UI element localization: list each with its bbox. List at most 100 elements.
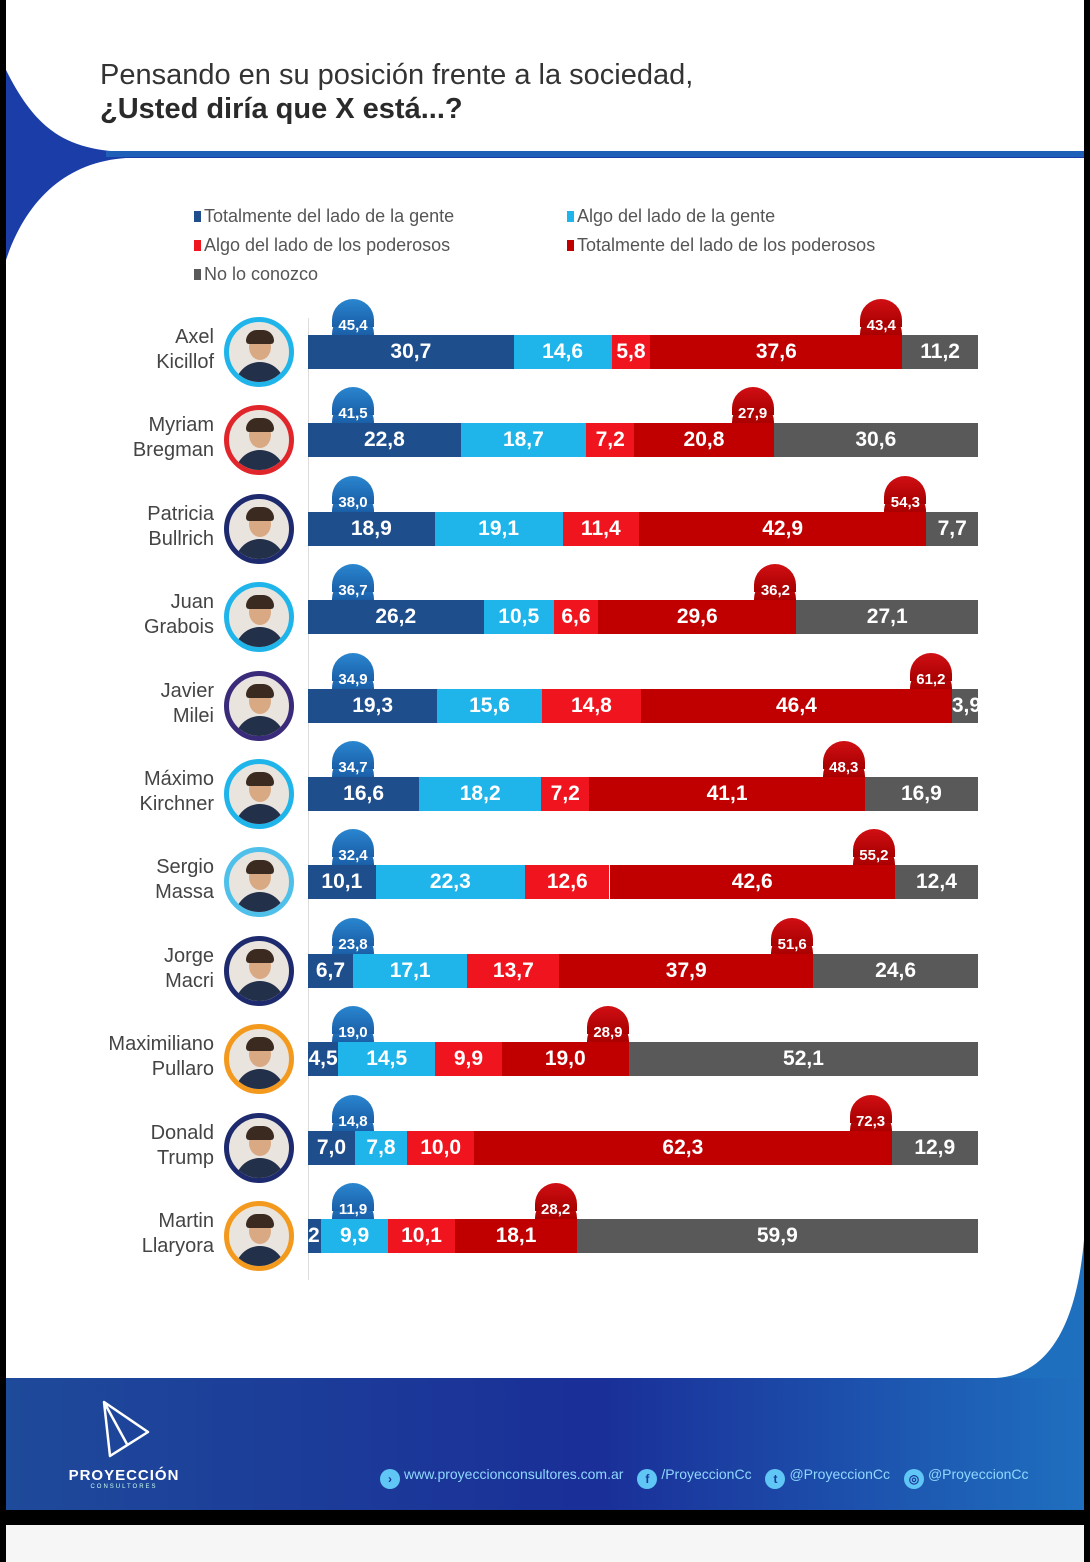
title-line-2: ¿Usted diría que X está...? [100, 93, 463, 125]
poderosos-total-label: 55,2 [852, 829, 895, 866]
poderosos-total-label: 72,3 [849, 1094, 892, 1131]
bar-segment: 5,8 [611, 335, 651, 369]
gente-total-label: 11,9 [332, 1183, 374, 1219]
facebook-text: /ProyeccionCc [661, 1466, 752, 1482]
below-area [6, 1525, 1084, 1562]
candidate-row: Sergio Massa 10,1 22,3 12,6 42,6 12,4 32,4 55,2 [6, 829, 1084, 927]
stacked-bar: 7,0 7,8 10,0 62,3 12,9 14,8 72,3 [308, 1094, 978, 1165]
bar-segment: 3,9 [951, 688, 981, 723]
candidate-name: Jorge Macri [164, 944, 214, 994]
candidate-name: Patricia Bullrich [147, 502, 214, 552]
infographic-page: Pensando en su posición frente a la soci… [6, 0, 1084, 1510]
bar-segment: 4,5 [308, 1042, 339, 1077]
legend-swatch [567, 240, 574, 251]
bar-segment: 11,2 [902, 335, 978, 369]
legend-swatch [194, 269, 201, 280]
candidate-row: Maximiliano Pullaro 4,5 14,5 9,9 19,0 52,1 19,0… [6, 1006, 1084, 1104]
first-name: Juan [170, 591, 214, 614]
poderosos-total-label: 51,6 [771, 917, 814, 954]
first-name: Axel [175, 326, 214, 348]
stacked-bar: 4,5 14,5 9,9 19,0 52,1 19,0 28,9 [308, 1006, 978, 1077]
bar-segment: 12,6 [525, 865, 610, 900]
legend-swatch [194, 240, 201, 251]
candidate-avatar [224, 582, 294, 653]
first-name: Myriam [148, 414, 214, 437]
gente-total-label: 45,4 [332, 299, 374, 335]
bar-segment: 16,6 [308, 777, 420, 811]
gente-total-label: 19,0 [332, 1006, 374, 1043]
bar-segment: 30,7 [308, 335, 514, 369]
last-name: Llaryora [141, 1235, 214, 1257]
stacked-bar: 22,8 18,7 7,2 20,8 30,6 41,5 27,9 [308, 387, 978, 458]
candidate-avatar [224, 405, 294, 476]
gente-total-label: 38,0 [332, 475, 374, 512]
bar-segment: 29,6 [598, 600, 797, 635]
bar-segment: 37,6 [650, 335, 903, 369]
first-name: Javier [160, 679, 214, 702]
candidate-avatar [224, 935, 294, 1006]
bar-segment: 9,9 [435, 1042, 502, 1077]
bar-segment: 11,4 [562, 511, 639, 546]
poderosos-total-label: 27,9 [731, 387, 774, 424]
bar-segment: 7,8 [354, 1130, 408, 1165]
bar-segment: 12,4 [894, 865, 978, 900]
bar-segment: 27,1 [796, 600, 978, 635]
bar-segment: 10,0 [407, 1130, 475, 1165]
twitter-icon: t [765, 1469, 786, 1489]
candidate-name: Juan Grabois [144, 590, 214, 640]
website-link[interactable]: › www.proyeccionconsultores.com.ar [380, 1466, 623, 1489]
bar-segment: 7,2 [541, 777, 590, 811]
bar-segment: 18,9 [308, 511, 435, 546]
bar-segment: 22,8 [308, 423, 461, 458]
bar-segment: 7,7 [926, 511, 978, 546]
candidate-row: Jorge Macri 6,7 17,1 13,7 37,9 24,6 23,8 51,6 [6, 917, 1084, 1016]
candidate-name: Maximiliano Pullaro [108, 1032, 214, 1082]
poderosos-total-label: 28,9 [586, 1006, 629, 1043]
poderosos-total-label: 48,3 [822, 741, 865, 777]
candidate-avatar [224, 1112, 294, 1183]
bar-segment: 7,0 [308, 1130, 355, 1165]
legend-swatch [567, 211, 574, 222]
candidate-name: Axel Kicillof [156, 325, 214, 375]
last-name: Grabois [143, 616, 214, 639]
social-links: › www.proyeccionconsultores.com.ar f/Proy… [380, 1466, 1039, 1489]
facebook-link[interactable]: f/ProyeccionCc [637, 1466, 752, 1489]
bar-segment: 14,5 [338, 1042, 436, 1077]
instagram-icon: ◎ [903, 1469, 924, 1489]
bar-segment: 2,0 [308, 1219, 337, 1253]
stacked-bar: 19,3 15,6 14,8 46,4 3,9 34,9 61,2 [308, 652, 981, 723]
footer: PROYECCIÓN CONSULTORES › www.proyeccionco… [6, 1378, 1084, 1510]
candidate-name: Máximo Kirchner [140, 767, 214, 817]
stacked-bar: 6,7 17,1 13,7 37,9 24,6 23,8 51,6 [308, 917, 978, 988]
candidate-avatar [224, 1024, 294, 1095]
bar-segment: 30,6 [773, 423, 978, 458]
bar-segment: 17,1 [352, 953, 468, 988]
first-name: Jorge [163, 944, 214, 967]
candidate-row: Axel Kicillof 30,7 14,6 5,8 37,6 11,2 45,4 43,4 [6, 299, 1084, 397]
first-name: Martin [158, 1210, 214, 1232]
bar-segment: 52,1 [628, 1042, 978, 1077]
bar-segment: 26,2 [308, 600, 484, 635]
poderosos-total-label: 28,2 [534, 1183, 577, 1219]
instagram-link[interactable]: ◎ @ProyeccionCc [903, 1466, 1029, 1489]
legend-label: Algo del lado de los poderosos [204, 235, 451, 255]
bar-segment: 19,3 [308, 688, 438, 723]
candidate-name: Donald Trump [151, 1121, 214, 1171]
legend-item: Totalmente del lado de la gente [194, 206, 454, 227]
last-name: Bregman [132, 439, 214, 462]
gente-total-label: 23,8 [332, 917, 374, 954]
candidate-avatar [224, 847, 294, 918]
candidate-row: Martin Llaryora 2,09,910,118,159,9 11,9 28,2 [6, 1183, 1084, 1281]
bar-segment: 22,3 [375, 865, 526, 900]
candidate-avatar [224, 670, 294, 741]
bar-segment: 6,6 [553, 600, 599, 635]
last-name: Trump [156, 1146, 214, 1169]
bar-segment: 9,9 [321, 1219, 388, 1253]
title-line-1: Pensando en su posición frente a la soci… [100, 59, 694, 91]
poderosos-total-label: 36,2 [754, 564, 797, 601]
twitter-link[interactable]: t @ProyeccionCc [765, 1466, 890, 1489]
legend-label: No lo conozco [204, 264, 319, 284]
bar-segment: 16,9 [864, 777, 978, 811]
stacked-bar: 10,1 22,3 12,6 42,6 12,4 32,4 55,2 [308, 829, 978, 900]
bar-segment: 13,7 [467, 953, 560, 988]
